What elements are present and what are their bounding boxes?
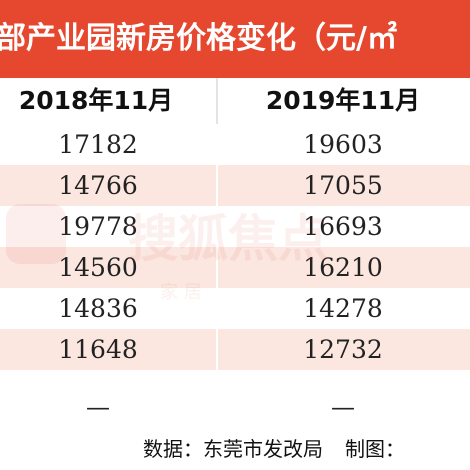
column-header-2018: 2018年11月: [18, 86, 174, 115]
chart-credit: 制图：: [345, 437, 405, 461]
table-row: 14766 17055: [0, 165, 470, 206]
cell-2019-dash: —: [331, 393, 355, 421]
cell-2019: 17055: [303, 171, 383, 200]
row-divider: [216, 329, 218, 370]
table-header: 2018年11月 2019年11月: [0, 78, 470, 126]
table-row-empty: — —: [0, 386, 470, 428]
title-bar: 部产业园新房价格变化（元/㎡: [0, 0, 470, 78]
cell-2018-dash: —: [86, 393, 110, 421]
cell-2019: 19603: [303, 130, 383, 159]
header-divider: [216, 78, 218, 124]
cell-2019: 16693: [303, 212, 383, 241]
page-title: 部产业园新房价格变化（元/㎡: [0, 21, 397, 56]
row-divider: [216, 288, 218, 329]
table-row: 11648 12732: [0, 329, 470, 370]
table-row: 19778 16693: [0, 206, 470, 247]
cell-2018: 17182: [58, 130, 138, 159]
row-divider: [216, 124, 218, 165]
row-divider: [216, 165, 218, 206]
cell-2019: 16210: [303, 253, 383, 282]
cell-2018: 11648: [58, 335, 138, 364]
table-row: 14836 14278: [0, 288, 470, 329]
cell-2018: 19778: [58, 212, 138, 241]
row-divider: [216, 206, 218, 247]
cell-2018: 14836: [58, 294, 138, 323]
data-source: 数据：东莞市发改局: [143, 437, 323, 461]
row-divider: [216, 247, 218, 288]
table-row: 17182 19603: [0, 124, 470, 165]
cell-2018: 14766: [58, 171, 138, 200]
table-row: 14560 16210: [0, 247, 470, 288]
table-body: 17182 19603 14766 17055 19778 16693 1456…: [0, 124, 470, 370]
cell-2019: 14278: [303, 294, 383, 323]
cell-2019: 12732: [303, 335, 383, 364]
cell-2018: 14560: [58, 253, 138, 282]
footer: 数据：东莞市发改局 制图：: [0, 428, 470, 470]
column-header-2019: 2019年11月: [265, 86, 421, 115]
